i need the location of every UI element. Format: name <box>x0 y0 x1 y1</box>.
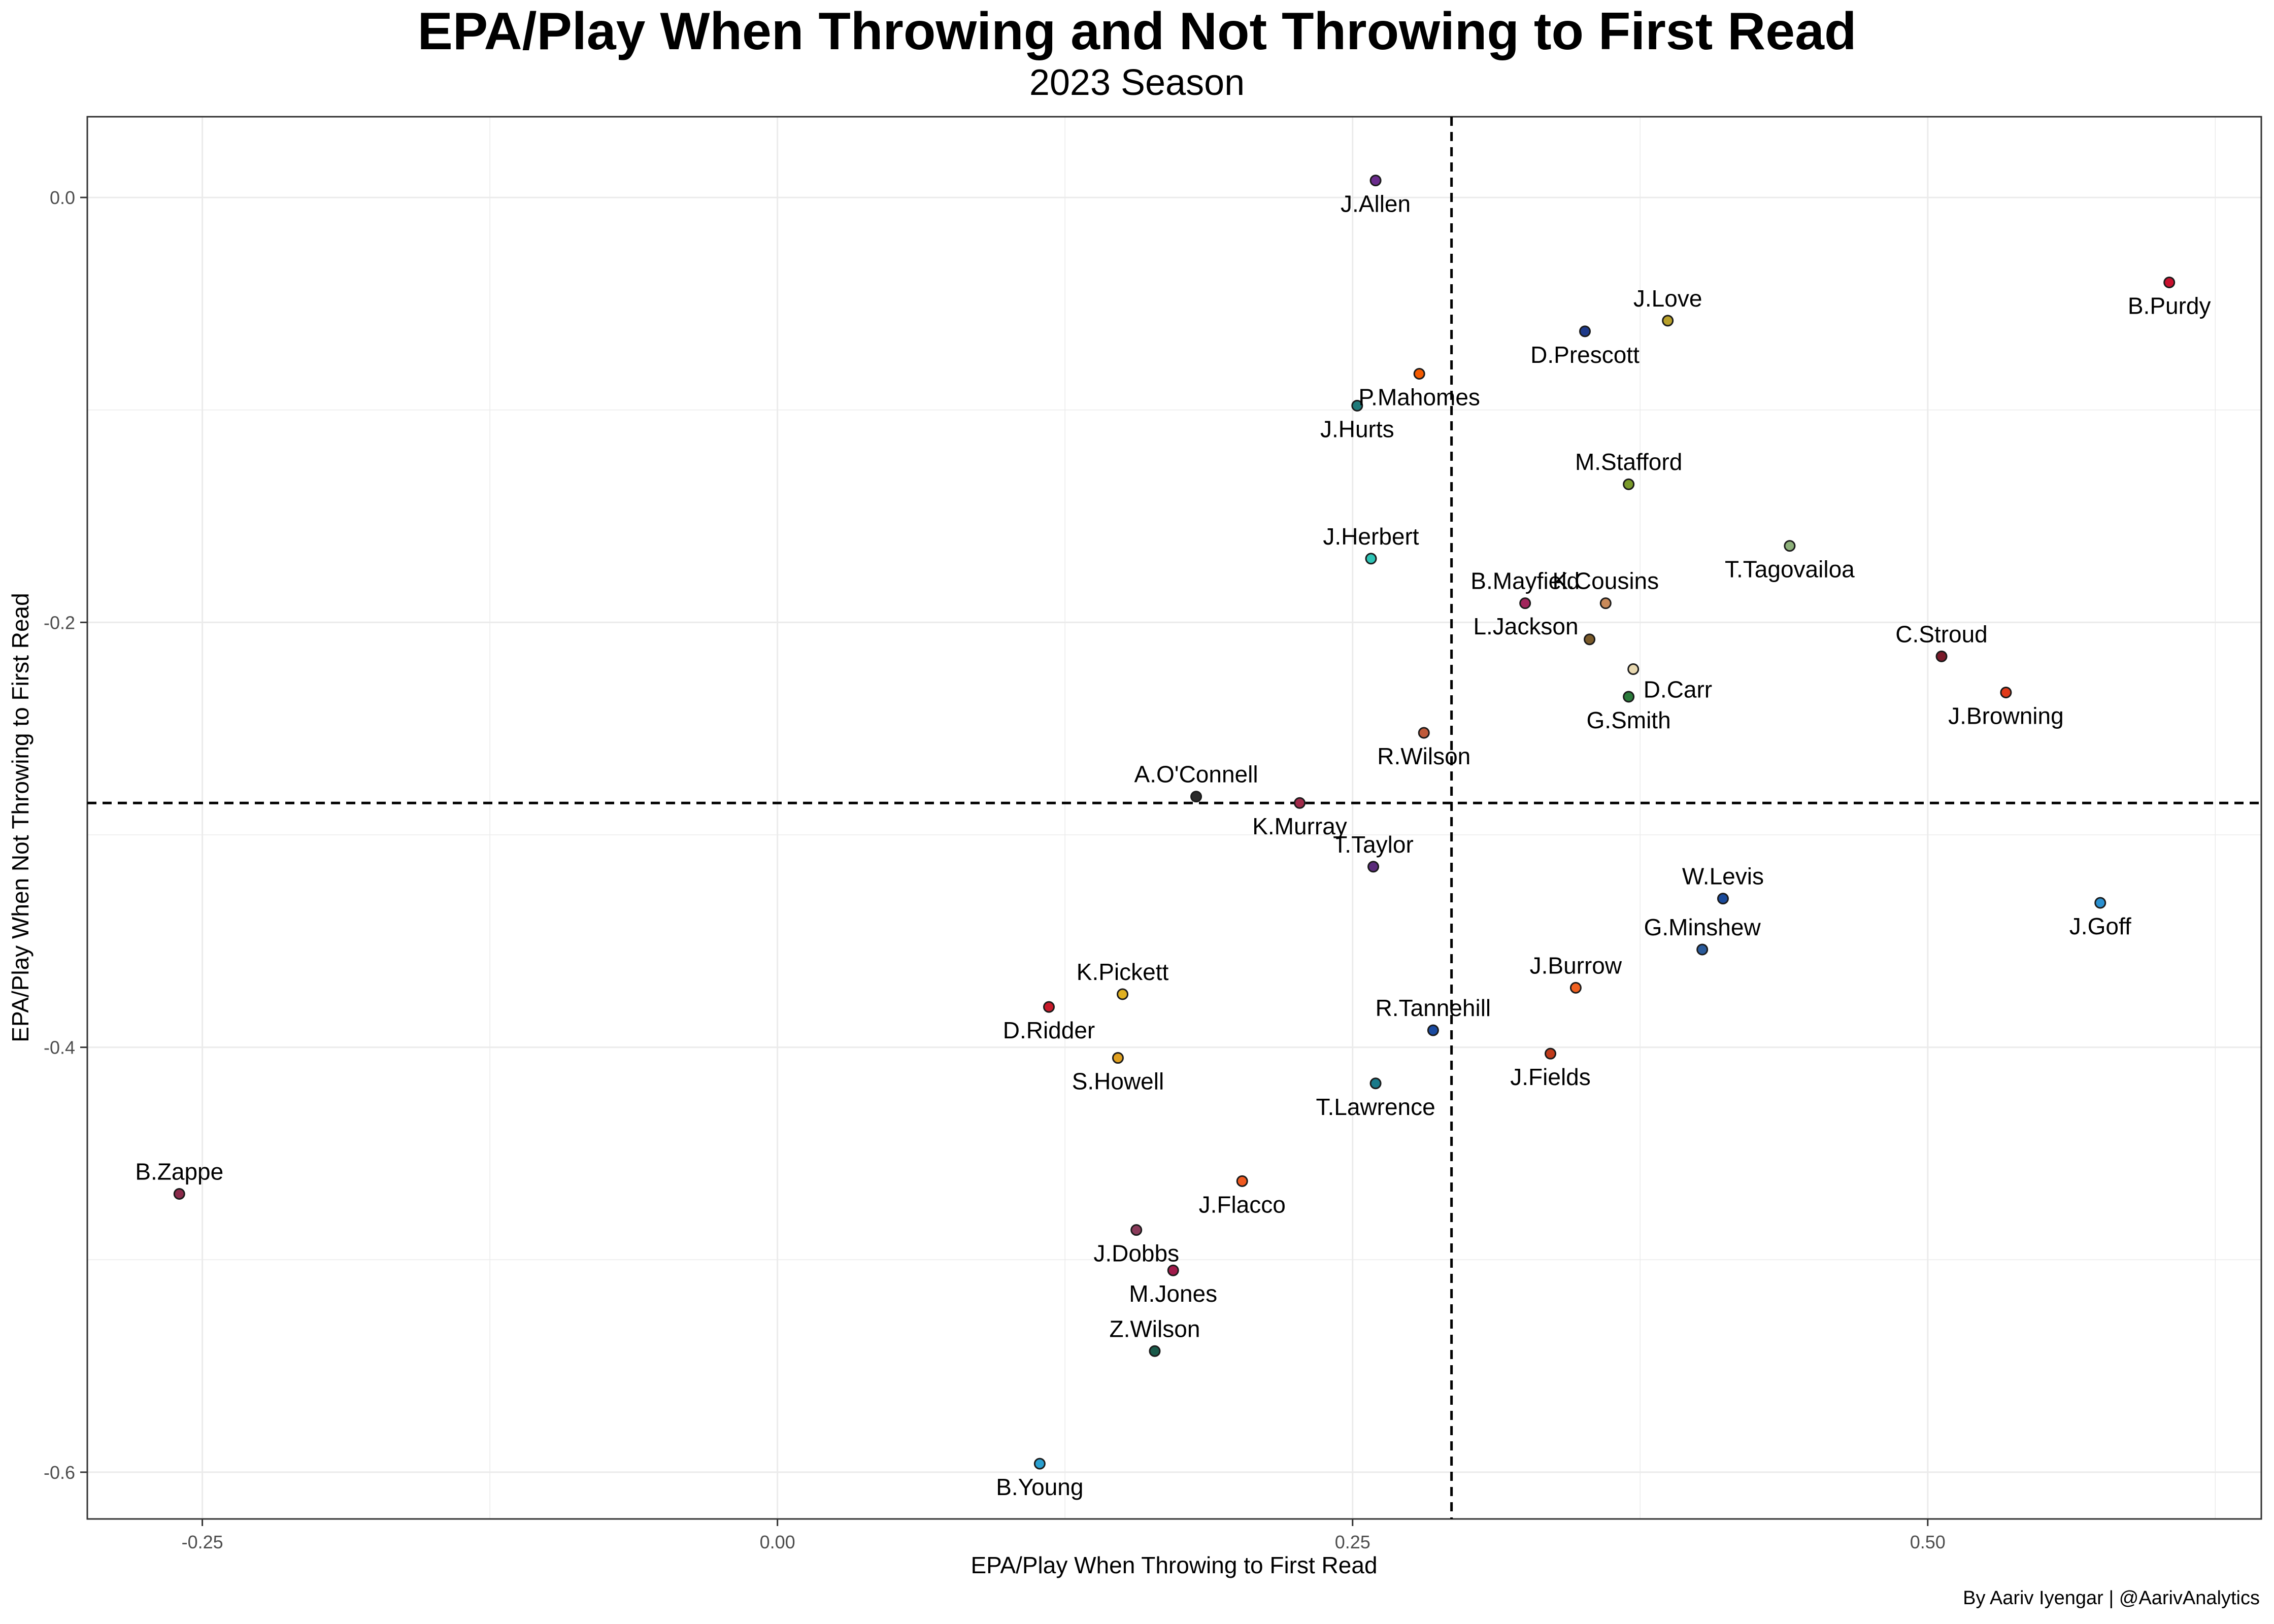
x-tick-label: 0.50 <box>1910 1532 1946 1552</box>
data-point <box>1117 988 1129 1000</box>
point-label: W.Levis <box>1682 863 1764 890</box>
point-label: P.Mahomes <box>1358 384 1480 411</box>
data-point <box>1662 315 1674 327</box>
data-point <box>1427 1024 1439 1036</box>
point-label: T.Tagovailoa <box>1725 556 1855 583</box>
plot-panel-border <box>86 116 2262 1520</box>
data-point <box>2163 277 2176 289</box>
point-label: D.Prescott <box>1530 342 1640 368</box>
point-label: J.Herbert <box>1323 523 1419 550</box>
data-point <box>2000 687 2012 699</box>
chart-subtitle: 2023 Season <box>1029 62 1245 103</box>
data-point <box>1149 1345 1161 1357</box>
point-label: K.Cousins <box>1552 568 1659 594</box>
data-point <box>1519 597 1531 610</box>
point-label: A.O'Connell <box>1134 761 1258 788</box>
chart-caption: By Aariv Iyengar | @AarivAnalytics <box>1963 1587 2260 1609</box>
y-axis-title: EPA/Play When Not Throwing to First Read <box>7 593 34 1042</box>
data-point <box>1717 893 1729 905</box>
data-point <box>1369 175 1382 187</box>
grid-lines <box>87 117 2261 1519</box>
y-tick-label: -0.2 <box>44 612 75 633</box>
point-label: D.Ridder <box>1003 1017 1095 1043</box>
data-point <box>1190 791 1202 803</box>
data-point <box>1418 727 1430 739</box>
reference-lines <box>87 117 2261 1519</box>
x-tick-label: 0.25 <box>1335 1532 1370 1552</box>
data-point <box>1043 1001 1055 1013</box>
data-point <box>173 1188 185 1200</box>
y-tick-label: -0.4 <box>44 1037 75 1058</box>
point-label: B.Zappe <box>135 1158 223 1185</box>
axes: -0.25 0.00 0.25 0.50 0.0 -0.2 -0.4 -0.6 <box>44 187 1946 1552</box>
x-tick-label: 0.00 <box>760 1532 795 1552</box>
data-point <box>2094 897 2106 909</box>
point-label: J.Fields <box>1510 1064 1590 1090</box>
point-label: J.Flacco <box>1199 1191 1286 1217</box>
x-axis-title: EPA/Play When Throwing to First Read <box>971 1552 1377 1578</box>
point-label: B.Purdy <box>2128 293 2211 319</box>
data-point <box>1033 1458 1046 1470</box>
data-point <box>1627 663 1640 675</box>
data-point <box>1784 540 1796 552</box>
point-label: J.Hurts <box>1320 416 1394 442</box>
y-tick-label: -0.6 <box>44 1462 75 1483</box>
data-point <box>1584 633 1596 646</box>
point-label: C.Stroud <box>1895 621 1988 647</box>
point-label: B.Young <box>996 1474 1083 1500</box>
data-point <box>1351 399 1363 412</box>
point-label: R.Tannehill <box>1376 995 1491 1021</box>
data-point <box>1696 943 1709 956</box>
point-label: Z.Wilson <box>1110 1315 1200 1342</box>
y-tick-label: 0.0 <box>50 187 75 208</box>
data-point <box>1365 553 1377 565</box>
data-point <box>1579 325 1591 337</box>
data-point <box>1599 597 1612 610</box>
point-label: J.Dobbs <box>1093 1240 1179 1267</box>
point-label: J.Allen <box>1341 191 1411 217</box>
point-label: S.Howell <box>1072 1068 1164 1095</box>
x-tick-label: -0.25 <box>182 1532 223 1552</box>
point-label: K.Murray <box>1252 813 1347 839</box>
point-label: D.Carr <box>1644 676 1712 702</box>
data-point <box>1935 650 1948 662</box>
point-label: B.Mayfield <box>1470 568 1580 594</box>
point-labels: J.Allen B.Purdy J.Love D.Prescott P.Mahomes J… <box>135 191 2211 1501</box>
data-point <box>1167 1264 1179 1276</box>
data-point <box>1369 1077 1382 1090</box>
point-label: J.Love <box>1633 285 1702 312</box>
point-label: G.Smith <box>1587 707 1671 733</box>
point-label: J.Burrow <box>1530 952 1622 978</box>
data-point <box>1545 1047 1557 1060</box>
data-point <box>1623 478 1635 490</box>
data-point <box>1623 691 1635 703</box>
chart-title: EPA/Play When Throwing and Not Throwing … <box>417 2 1857 61</box>
point-label: T.Lawrence <box>1316 1094 1435 1120</box>
data-point <box>1130 1224 1143 1236</box>
data-point <box>1294 797 1306 809</box>
point-label: L.Jackson <box>1473 613 1578 639</box>
data-point <box>1569 982 1582 994</box>
point-label: M.Jones <box>1129 1280 1217 1307</box>
data-points <box>173 175 2176 1470</box>
point-label: G.Minshew <box>1644 914 1761 940</box>
data-point <box>1413 368 1425 380</box>
data-point <box>1112 1052 1124 1064</box>
point-label: K.Pickett <box>1077 959 1169 985</box>
data-point <box>1236 1175 1248 1187</box>
point-label: T.Taylor <box>1333 831 1413 858</box>
point-label: R.Wilson <box>1377 743 1470 769</box>
point-label: J.Goff <box>2069 913 2131 939</box>
data-point <box>1367 861 1380 873</box>
point-label: M.Stafford <box>1575 449 1682 475</box>
point-label: J.Browning <box>1948 703 2064 729</box>
